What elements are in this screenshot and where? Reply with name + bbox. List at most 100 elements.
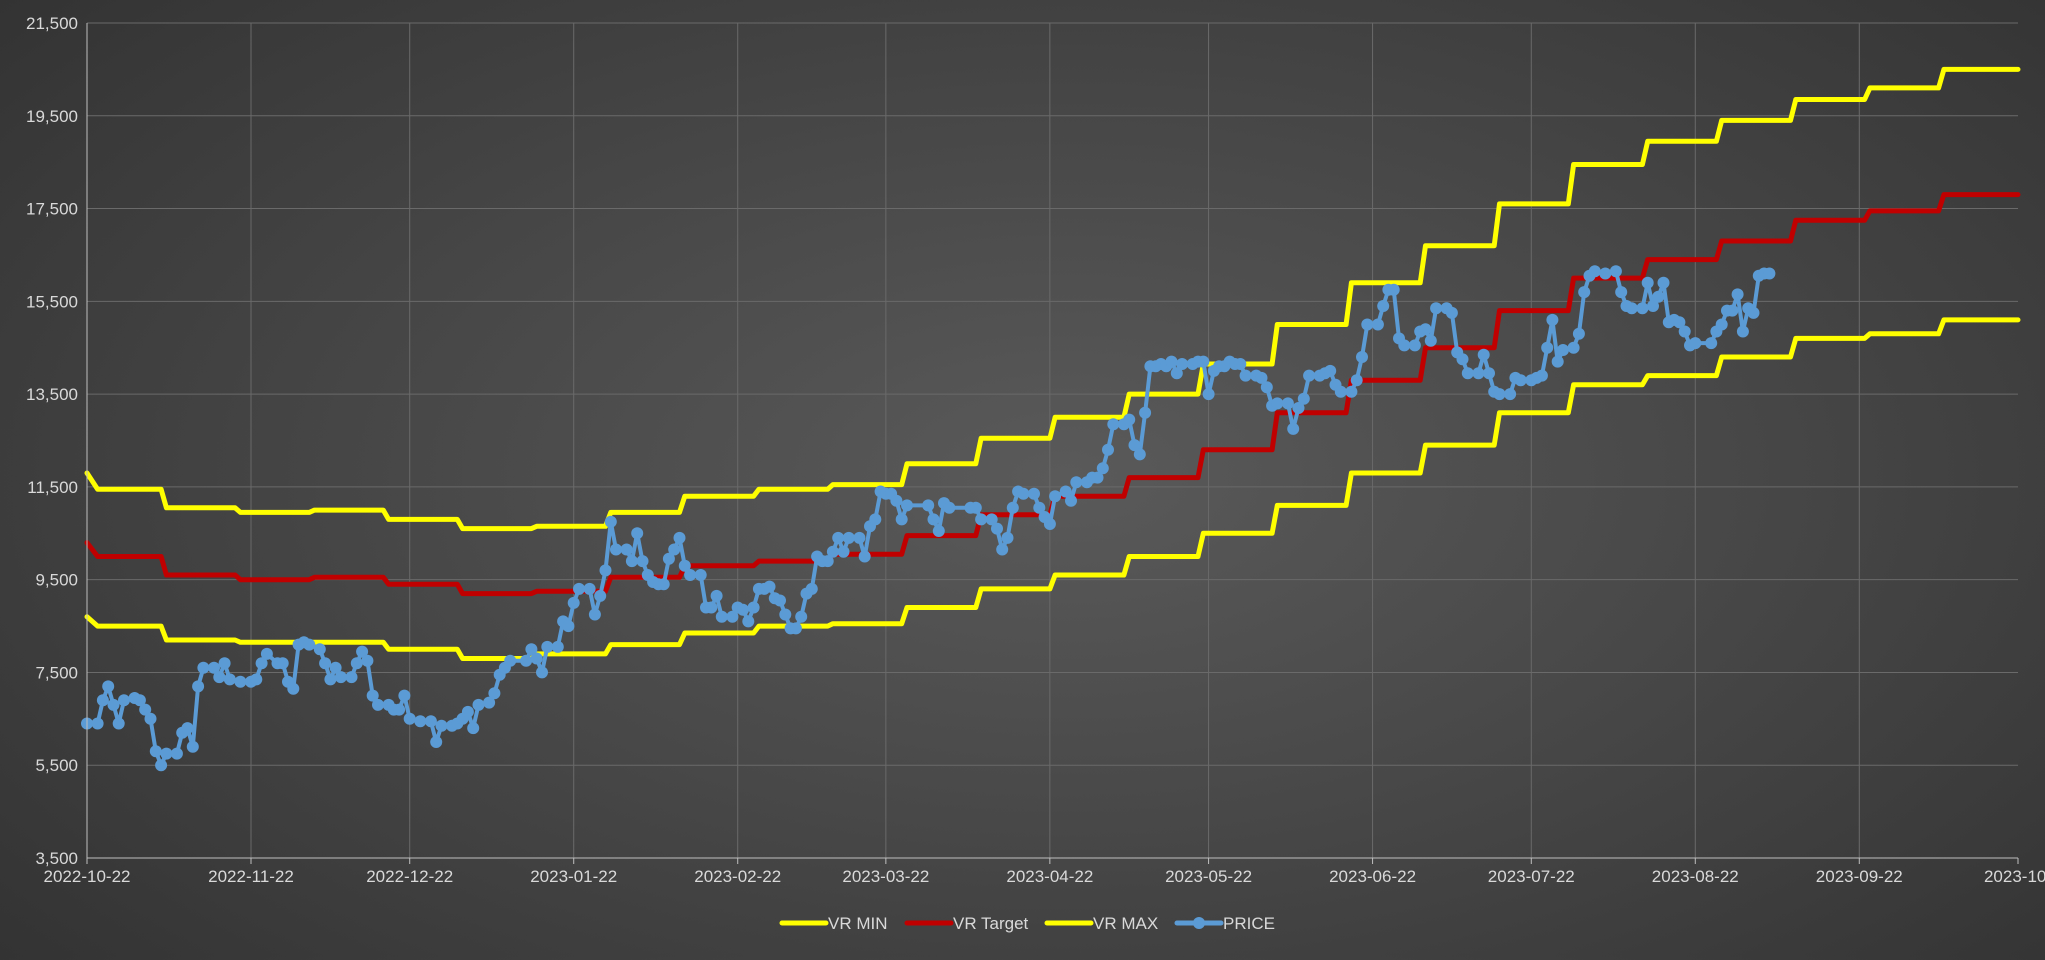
y-tick-label: 15,500	[26, 292, 78, 311]
price-point	[213, 671, 226, 684]
x-tick-label: 2023-04-22	[1006, 867, 1093, 886]
price-point	[1303, 369, 1316, 382]
price-point	[1689, 337, 1702, 350]
price-point	[192, 680, 205, 693]
price-point	[1123, 413, 1136, 426]
price-point	[567, 596, 580, 609]
legend-item-vr_target: VR Target	[904, 914, 1029, 933]
price-point	[636, 555, 649, 568]
price-point	[1726, 304, 1739, 317]
x-tick-label: 2023-06-22	[1329, 867, 1416, 886]
price-point	[472, 698, 485, 711]
price-point	[467, 722, 480, 735]
price-point	[133, 694, 146, 707]
price-point	[1419, 323, 1432, 336]
price-point	[1049, 490, 1062, 503]
price-point	[149, 745, 162, 758]
price-point	[181, 722, 194, 735]
price-point	[1065, 494, 1077, 507]
price-point	[594, 589, 607, 602]
price-point	[996, 543, 1009, 556]
price-point	[1234, 358, 1247, 370]
price-point	[1408, 339, 1421, 352]
price-point	[504, 654, 517, 667]
legend-label: VR MIN	[828, 914, 888, 933]
price-point	[218, 657, 231, 670]
price-point	[604, 515, 617, 528]
price-point	[1424, 334, 1437, 347]
price-point	[1504, 388, 1517, 401]
y-tick-label: 19,500	[26, 107, 78, 126]
price-point	[372, 698, 384, 711]
price-point	[1287, 422, 1300, 435]
price-point	[747, 601, 760, 614]
price-point	[144, 712, 157, 725]
price-point	[107, 698, 120, 711]
price-point	[1043, 518, 1056, 530]
price-point	[1176, 358, 1189, 370]
price-point	[1102, 443, 1114, 456]
price-point	[1493, 388, 1506, 401]
price-point	[737, 603, 749, 616]
price-point	[1456, 353, 1469, 366]
price-point	[435, 719, 448, 732]
price-point	[160, 747, 173, 760]
price-point	[345, 671, 358, 684]
price-point	[678, 559, 691, 572]
price-point	[890, 494, 903, 507]
price-point	[1170, 367, 1183, 380]
price-point	[234, 675, 247, 688]
price-point	[943, 501, 956, 514]
price-point	[530, 652, 543, 665]
y-tick-label: 5,500	[35, 756, 78, 775]
price-point	[350, 657, 363, 670]
price-point	[662, 552, 675, 565]
price-point	[1567, 341, 1580, 354]
price-point	[826, 545, 839, 558]
price-point	[1578, 286, 1591, 299]
price-point	[858, 550, 871, 563]
price-point	[96, 694, 109, 707]
price-point	[424, 715, 437, 728]
price-point	[536, 666, 548, 679]
price-point	[197, 661, 210, 674]
y-tick-label: 3,500	[35, 849, 78, 868]
price-point	[620, 543, 633, 556]
price-point	[1133, 448, 1146, 461]
price-point	[541, 640, 554, 653]
y-tick-label: 17,500	[26, 200, 78, 219]
price-point	[705, 601, 718, 614]
price-point	[1615, 286, 1628, 299]
price-point	[1657, 276, 1670, 289]
price-point	[927, 513, 940, 526]
price-point	[610, 543, 622, 556]
x-tick-label: 2023-05-22	[1165, 867, 1252, 886]
price-point	[901, 499, 913, 512]
price-point	[1673, 316, 1686, 329]
price-point	[260, 647, 273, 660]
price-point	[276, 657, 289, 670]
price-point	[1763, 267, 1776, 280]
price-point	[155, 759, 168, 772]
x-tick-label: 2023-02-22	[694, 867, 781, 886]
price-point	[112, 717, 125, 730]
price-point	[1609, 265, 1622, 278]
price-point	[1202, 388, 1215, 401]
price-point	[1139, 406, 1152, 419]
price-point	[525, 643, 538, 656]
price-point	[356, 645, 369, 658]
price-point	[583, 582, 596, 595]
price-point	[715, 610, 728, 623]
price-point	[588, 608, 601, 621]
x-tick-label: 2023-07-22	[1488, 867, 1575, 886]
price-point	[991, 522, 1003, 535]
price-point	[461, 705, 474, 718]
price-point	[573, 582, 585, 595]
price-point	[779, 608, 792, 621]
series-line-vr_min	[84, 317, 2021, 661]
price-point	[742, 615, 755, 628]
price-point	[1588, 265, 1601, 278]
price-point	[1128, 439, 1141, 452]
price-point	[1514, 374, 1527, 387]
